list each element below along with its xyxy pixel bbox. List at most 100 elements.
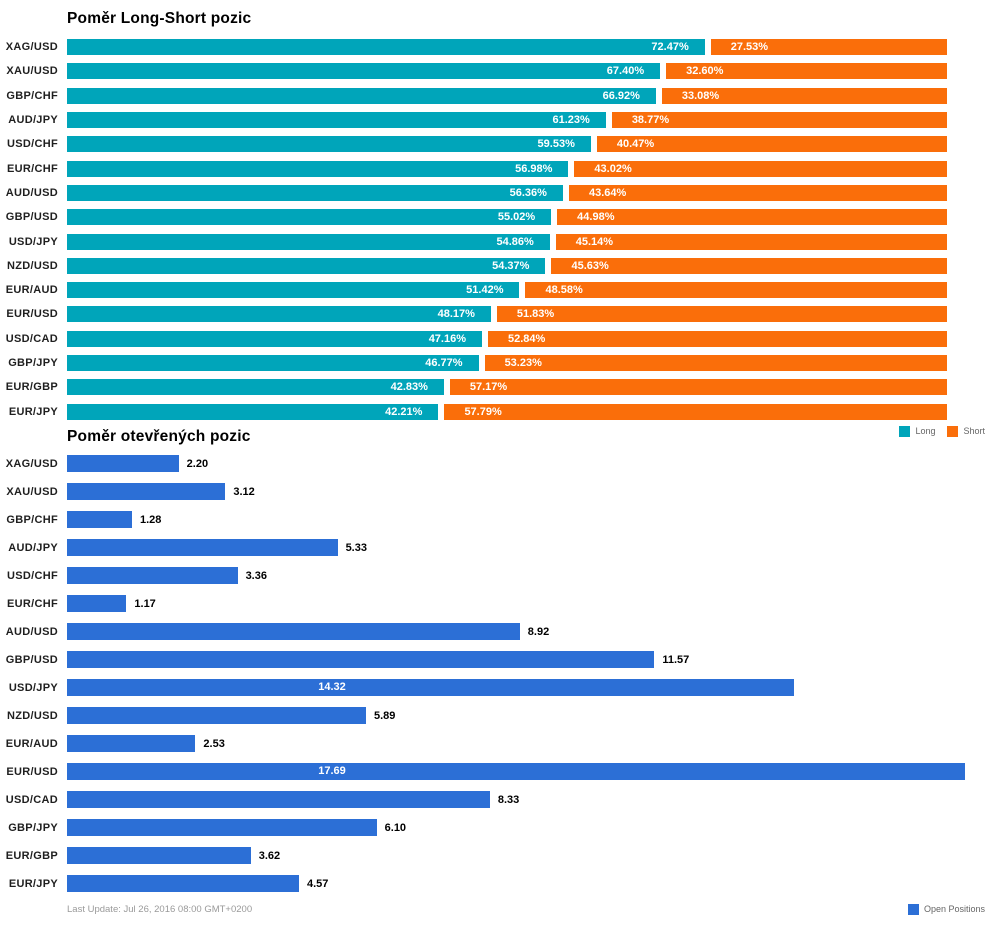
category-label: USD/CHF xyxy=(7,138,58,151)
short-value-label: 45.14% xyxy=(575,235,614,248)
open-positions-bar xyxy=(67,847,251,865)
category-label: GBP/JPY xyxy=(8,821,58,834)
short-value-label: 51.83% xyxy=(516,308,555,321)
stacked-bar-track: 67.40% 32.60% xyxy=(67,63,947,80)
stacked-bar-track: 59.53% 40.47% xyxy=(67,136,947,153)
category-label: GBP/USD xyxy=(5,653,58,666)
stacked-bar-track: 56.98% 43.02% xyxy=(67,160,947,177)
open-positions-bar xyxy=(67,679,794,697)
stacked-bar-track: 54.86% 45.14% xyxy=(67,233,947,250)
stacked-bar-track: 72.47% 27.53% xyxy=(67,39,947,56)
open-positions-bar xyxy=(67,455,179,473)
bar-row: GBP/JPY 46.77% 53.23% xyxy=(0,351,1000,375)
value-label: 8.92 xyxy=(527,625,550,638)
bar-row: EUR/JPY 42.21% 57.79% xyxy=(0,399,1000,423)
category-label: USD/JPY xyxy=(8,681,58,694)
short-bar-segment: 27.53% xyxy=(710,39,947,56)
short-value-label: 40.47% xyxy=(616,138,655,151)
open-positions-bars: XAG/USD 2.20 XAU/USD 3.12 GBP/CHF 1.28 AUD/JPY… xyxy=(0,450,1000,898)
bar-row: XAU/USD 67.40% 32.60% xyxy=(0,59,1000,83)
category-label: NZD/USD xyxy=(7,709,58,722)
short-bar-segment: 43.02% xyxy=(574,160,947,177)
category-label: EUR/JPY xyxy=(8,405,58,418)
bar-row: EUR/CHF 1.17 xyxy=(0,590,1000,618)
bar-track: 1.28 xyxy=(67,511,965,529)
value-label: 3.62 xyxy=(258,849,281,862)
bar-row: EUR/GBP 42.83% 57.17% xyxy=(0,375,1000,399)
bar-row: GBP/USD 11.57 xyxy=(0,646,1000,674)
long-bar-segment: 54.37% xyxy=(67,257,546,274)
bar-track: 3.62 xyxy=(67,847,965,865)
bar-row: EUR/AUD 51.42% 48.58% xyxy=(0,278,1000,302)
bar-row: XAU/USD 3.12 xyxy=(0,478,1000,506)
short-bar-segment: 33.08% xyxy=(661,87,947,104)
long-bar-segment: 67.40% xyxy=(67,63,661,80)
stacked-bar-track: 66.92% 33.08% xyxy=(67,87,947,104)
value-label: 2.20 xyxy=(186,457,209,470)
long-bar-segment: 66.92% xyxy=(67,87,656,104)
short-bar-segment: 57.79% xyxy=(444,403,947,420)
legend-label: Short xyxy=(963,426,985,437)
open-positions-bar xyxy=(67,511,132,529)
long-value-label: 67.40% xyxy=(606,65,645,78)
bar-track: 5.33 xyxy=(67,539,965,557)
bar-row: NZD/USD 5.89 xyxy=(0,702,1000,730)
stacked-bar-track: 42.83% 57.17% xyxy=(67,379,947,396)
long-value-label: 61.23% xyxy=(552,114,590,127)
legend-item-short[interactable]: Short xyxy=(947,425,985,437)
category-label: EUR/AUD xyxy=(5,737,58,750)
bar-track: 17.69 xyxy=(67,763,965,781)
bar-track: 2.20 xyxy=(67,455,965,473)
bar-row: USD/CAD 8.33 xyxy=(0,786,1000,814)
short-value-label: 43.02% xyxy=(594,162,632,175)
bar-row: EUR/AUD 2.53 xyxy=(0,730,1000,758)
short-bar-segment: 38.77% xyxy=(611,112,947,129)
long-short-chart: Poměr Long-Short pozic XAG/USD 72.47% 27.5… xyxy=(0,10,1000,424)
legend-swatch-icon xyxy=(899,425,911,437)
value-label: 6.10 xyxy=(384,821,407,834)
bar-row: USD/JPY 14.32 xyxy=(0,674,1000,702)
category-label: GBP/CHF xyxy=(6,513,58,526)
short-value-label: 45.63% xyxy=(571,259,609,272)
open-positions-bar xyxy=(67,875,299,893)
short-value-label: 38.77% xyxy=(631,114,670,127)
legend-item-long[interactable]: Long xyxy=(899,425,935,437)
value-label: 8.33 xyxy=(497,793,520,806)
bar-row: USD/CHF 59.53% 40.47% xyxy=(0,132,1000,156)
short-bar-segment: 40.47% xyxy=(596,136,947,153)
long-bar-segment: 42.83% xyxy=(67,379,444,396)
open-positions-bar xyxy=(67,819,377,837)
short-value-label: 57.79% xyxy=(464,405,502,418)
open-positions-bar xyxy=(67,651,655,669)
short-value-label: 33.08% xyxy=(681,89,720,102)
open-positions-bar xyxy=(67,763,965,781)
bar-row: AUD/JPY 61.23% 38.77% xyxy=(0,108,1000,132)
bar-row: XAG/USD 72.47% 27.53% xyxy=(0,35,1000,59)
short-value-label: 53.23% xyxy=(504,357,542,369)
category-label: XAG/USD xyxy=(5,457,58,470)
legend-label: Open Positions xyxy=(923,904,985,915)
category-label: USD/CAD xyxy=(5,332,58,345)
long-value-label: 51.42% xyxy=(466,284,504,297)
value-label: 3.12 xyxy=(233,485,255,498)
long-value-label: 46.77% xyxy=(425,357,463,369)
short-bar-segment: 32.60% xyxy=(666,63,947,80)
bar-row: EUR/USD 17.69 xyxy=(0,758,1000,786)
open-positions-chart: XAG/USD 2.20 XAU/USD 3.12 GBP/CHF 1.28 AUD/JPY… xyxy=(0,450,1000,898)
bar-row: USD/JPY 54.86% 45.14% xyxy=(0,229,1000,253)
short-bar-segment: 48.58% xyxy=(525,282,947,299)
legend-swatch-icon xyxy=(907,903,919,915)
category-label: EUR/GBP xyxy=(5,849,58,862)
long-value-label: 54.86% xyxy=(496,235,534,248)
legend-item-open-positions[interactable]: Open Positions xyxy=(907,903,985,915)
bar-row: AUD/USD 56.36% 43.64% xyxy=(0,181,1000,205)
category-label: EUR/AUD xyxy=(5,284,58,297)
value-label: 5.33 xyxy=(345,541,367,554)
bar-row: XAG/USD 2.20 xyxy=(0,450,1000,478)
long-value-label: 66.92% xyxy=(602,89,640,102)
short-bar-segment: 52.84% xyxy=(488,330,947,347)
value-label: 1.17 xyxy=(134,597,156,610)
value-label: 5.89 xyxy=(373,709,396,722)
category-label: USD/CHF xyxy=(7,569,58,582)
category-label: AUD/USD xyxy=(5,625,58,638)
